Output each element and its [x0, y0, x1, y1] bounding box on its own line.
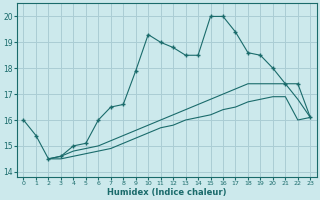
- X-axis label: Humidex (Indice chaleur): Humidex (Indice chaleur): [107, 188, 227, 197]
